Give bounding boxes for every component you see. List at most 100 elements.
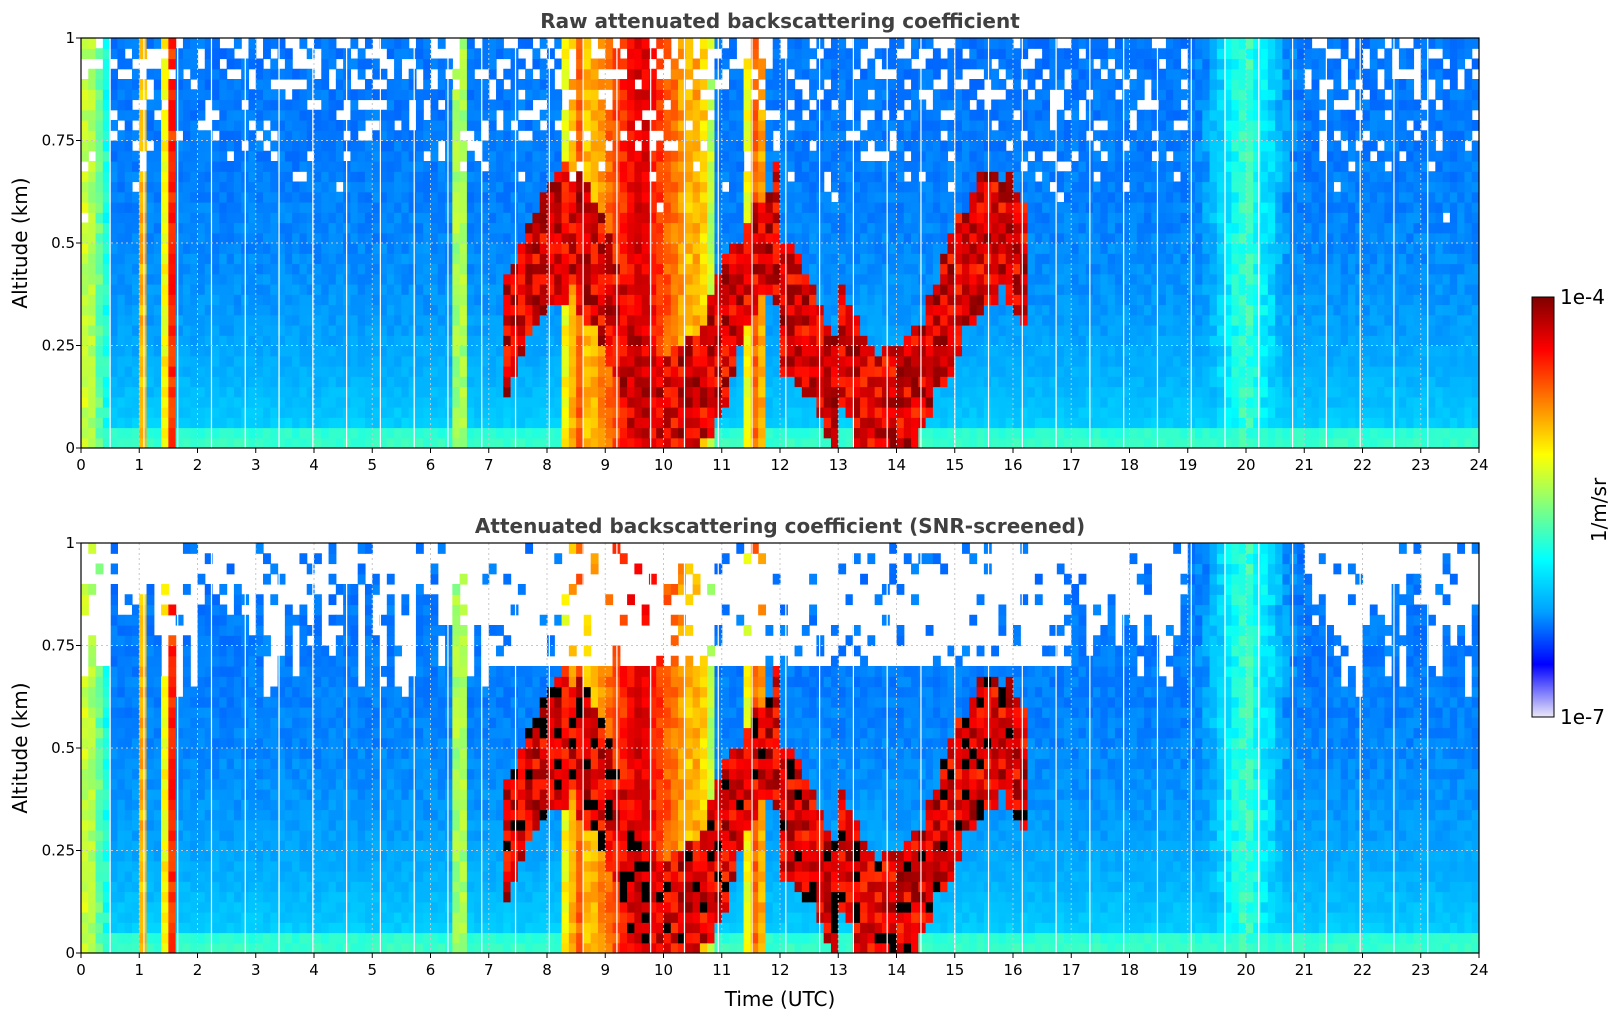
heatmap-cell (357, 140, 366, 152)
heatmap-cell (306, 417, 315, 429)
heatmap-cell (729, 386, 737, 398)
heatmap-cell (699, 212, 708, 224)
heatmap-cell (503, 68, 512, 80)
heatmap-cell (284, 232, 293, 244)
heatmap-cell (364, 304, 373, 316)
heatmap-cell (692, 325, 701, 336)
heatmap-cell (940, 427, 949, 439)
heatmap-cell (845, 284, 854, 295)
heatmap-cell (656, 181, 665, 193)
heatmap-cell (634, 417, 643, 429)
heatmap-cell (270, 140, 279, 152)
heatmap-cell (765, 386, 774, 398)
heatmap-cell (896, 427, 905, 439)
heatmap-cell (299, 335, 308, 347)
heatmap-cell (809, 253, 818, 265)
heatmap-cell (95, 48, 104, 60)
heatmap-cell (335, 355, 344, 367)
heatmap-cell (1042, 325, 1051, 336)
heatmap-cell (903, 314, 912, 326)
heatmap-cell (139, 212, 148, 224)
heatmap-cell (627, 325, 635, 336)
heatmap-cell (335, 345, 344, 357)
heatmap-cell (350, 314, 359, 326)
heatmap-cell (983, 212, 992, 224)
heatmap-cell (357, 191, 366, 203)
heatmap-cell (517, 253, 526, 265)
heatmap-cell (233, 407, 242, 418)
heatmap-cell (510, 181, 519, 193)
heatmap-cell (925, 407, 934, 418)
heatmap-cell (816, 68, 825, 80)
heatmap-cell (911, 150, 919, 162)
heatmap-cell (481, 212, 490, 224)
heatmap-cell (991, 99, 1000, 111)
heatmap-cell (969, 304, 978, 316)
heatmap-cell (503, 417, 512, 429)
heatmap-cell (95, 386, 104, 398)
heatmap-cell (845, 191, 854, 203)
heatmap-cell (648, 284, 657, 295)
heatmap-cell (852, 407, 861, 418)
heatmap-cell (605, 427, 614, 439)
heatmap-cell (510, 335, 519, 347)
heatmap-cell (95, 304, 104, 316)
heatmap-cell (481, 437, 490, 448)
heatmap-cell (554, 437, 563, 448)
heatmap-cell (685, 38, 694, 49)
heatmap-cell (998, 232, 1007, 244)
heatmap-cell (743, 191, 752, 203)
heatmap-cell (678, 89, 686, 101)
heatmap-cell (554, 417, 563, 429)
heatmap-cell (510, 48, 519, 60)
heatmap-cell (860, 386, 868, 398)
heatmap-cell (110, 68, 119, 80)
heatmap-cell (161, 314, 169, 326)
heatmap-cell (860, 417, 868, 429)
heatmap-cell (321, 386, 330, 398)
heatmap-cell (459, 109, 468, 121)
heatmap-cell (401, 171, 410, 183)
heatmap-cell (1027, 68, 1036, 80)
heatmap-cell (102, 294, 111, 306)
heatmap-cell (648, 417, 657, 429)
heatmap-cell (889, 171, 898, 183)
heatmap-cell (641, 284, 650, 295)
heatmap-cell (794, 284, 803, 295)
heatmap-cell (903, 202, 912, 213)
heatmap-cell (918, 437, 927, 448)
heatmap-cell (248, 58, 257, 70)
heatmap-cell (219, 263, 228, 275)
heatmap-cell (568, 407, 577, 418)
heatmap-cell (401, 253, 410, 265)
heatmap-cell (401, 222, 410, 234)
heatmap-cell (496, 89, 504, 101)
heatmap-cell (634, 263, 643, 275)
heatmap-cell (692, 335, 701, 347)
heatmap-cell (321, 294, 330, 306)
heatmap-cell (532, 48, 541, 60)
heatmap-cell (212, 212, 220, 224)
heatmap-cell (525, 437, 534, 448)
heatmap-cell (146, 202, 155, 213)
heatmap-cell (881, 325, 890, 336)
heatmap-cell (153, 79, 162, 90)
heatmap-cell (415, 325, 424, 336)
heatmap-cell (780, 345, 788, 357)
heatmap-cell (1049, 48, 1058, 60)
heatmap-cell (212, 58, 220, 70)
heatmap-cell (532, 366, 541, 377)
heatmap-cell (525, 222, 534, 234)
heatmap-cell (1042, 191, 1051, 203)
heatmap-cell (131, 304, 140, 316)
heatmap-cell (1034, 284, 1043, 295)
heatmap-cell (386, 427, 395, 439)
heatmap-cell (976, 140, 985, 152)
heatmap-cell (525, 386, 534, 398)
heatmap-cell (896, 130, 905, 142)
heatmap-cell (983, 38, 992, 49)
heatmap-cell (423, 130, 432, 142)
heatmap-cell (998, 48, 1007, 60)
heatmap-cell (335, 396, 344, 408)
heatmap-cell (277, 427, 286, 439)
